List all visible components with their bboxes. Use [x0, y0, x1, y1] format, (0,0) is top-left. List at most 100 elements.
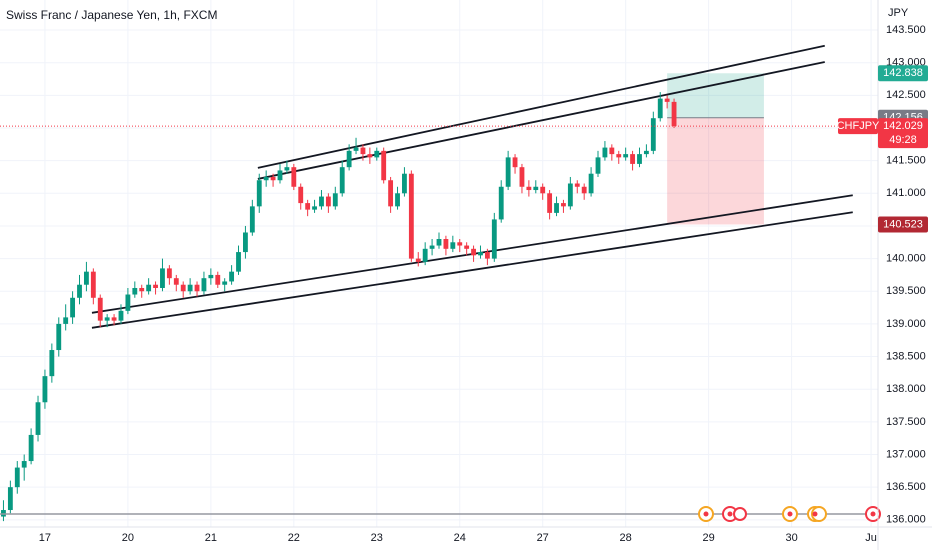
x-tick-label: 29: [702, 532, 714, 544]
candle-body: [256, 180, 262, 207]
candle-body: [512, 157, 518, 168]
candle-body: [353, 147, 359, 151]
candle-body: [554, 203, 559, 213]
candle-body: [609, 147, 615, 155]
candle-body: [208, 274, 214, 279]
candle-body: [118, 310, 124, 321]
x-tick-label: 17: [39, 532, 51, 544]
y-tick-label: 140.000: [886, 253, 926, 265]
candle-body: [484, 252, 490, 259]
candle-body: [630, 154, 635, 164]
candle-body: [160, 268, 165, 288]
candle-body: [201, 278, 207, 292]
price-label: 142.029: [883, 120, 923, 132]
candle-body: [284, 167, 290, 171]
candle-body: [270, 176, 276, 181]
price-label-box: [878, 65, 928, 82]
candle-body: [243, 232, 248, 253]
candle-body: [125, 294, 131, 311]
candle-body: [623, 154, 629, 158]
candle-body: [505, 157, 511, 187]
y-tick-label: 141.500: [886, 155, 926, 167]
candle-body: [35, 402, 41, 435]
chart-title: Swiss Franc / Japanese Yen, 1h, FXCM: [6, 8, 217, 22]
price-label: 142.838: [883, 67, 923, 79]
candle-body: [312, 206, 317, 210]
candle-body: [187, 284, 193, 292]
candle-body: [90, 271, 96, 298]
loss-zone: [667, 117, 764, 225]
candle-body: [104, 317, 110, 321]
candle-body: [450, 242, 456, 249]
candle-body: [194, 284, 200, 292]
candle-body: [249, 206, 255, 233]
candle-body: [298, 186, 304, 204]
x-tick-label: Ju: [865, 532, 877, 544]
candle-body: [567, 183, 573, 207]
candle-body: [83, 271, 89, 285]
y-tick-label: 143.500: [886, 24, 926, 36]
candle-body: [70, 297, 76, 318]
candle-body: [14, 467, 20, 488]
candle-body: [63, 317, 69, 324]
candle-body: [222, 281, 228, 285]
candle-body: [263, 176, 269, 181]
candle-body: [139, 287, 145, 292]
candle-body: [547, 193, 553, 213]
candle-body: [574, 183, 580, 187]
y-tick-label: 139.500: [886, 285, 926, 297]
currency-label: JPY: [888, 7, 909, 19]
y-tick-label: 137.500: [886, 416, 926, 428]
trendline: [257, 61, 825, 180]
candle-body: [28, 434, 34, 462]
price-label: 140.523: [883, 218, 923, 230]
candle-body: [346, 150, 352, 168]
countdown: 49:28: [889, 134, 917, 146]
candle-body: [533, 186, 539, 191]
candle-body: [526, 186, 532, 191]
event-icons[interactable]: [698, 506, 881, 522]
candle-body: [498, 186, 504, 220]
candle-body: [277, 170, 283, 181]
x-tick-label: 22: [288, 532, 300, 544]
candle-body: [146, 284, 152, 292]
y-tick-label: 138.000: [886, 383, 926, 395]
candle-body: [519, 167, 525, 187]
y-tick-label: 142.500: [886, 89, 926, 101]
candle-body: [166, 268, 172, 279]
candle-body: [339, 167, 345, 194]
price-label-box: [878, 216, 928, 233]
candle-body: [236, 252, 241, 272]
y-tick-label: 141.000: [886, 187, 926, 199]
candle-body: [77, 284, 82, 298]
candle-body: [332, 193, 338, 207]
candle-body: [637, 154, 642, 164]
candle-body: [291, 167, 297, 187]
symbol-label: CHFJPY: [837, 120, 880, 132]
candle-body: [374, 150, 380, 158]
candle-body: [457, 242, 463, 246]
candle-body: [360, 147, 366, 155]
candle-body: [42, 376, 48, 403]
candle-body: [111, 317, 117, 321]
candle-body: [408, 173, 414, 259]
candle-body: [650, 118, 656, 151]
candle-body: [443, 239, 449, 249]
candle-body: [402, 173, 407, 194]
y-tick-label: 137.000: [886, 448, 926, 460]
candle-body: [581, 186, 587, 194]
candle-body: [671, 101, 677, 127]
trendline: [257, 44, 825, 169]
candle-body: [97, 297, 103, 321]
candle-body: [588, 173, 594, 194]
candle-body: [325, 196, 331, 207]
profit-zone: [667, 73, 764, 118]
trendline: [91, 211, 853, 329]
candle-body: [657, 98, 663, 119]
candle-body: [491, 219, 497, 259]
candle-body: [305, 203, 311, 210]
candle-body: [319, 196, 324, 207]
candle-body: [540, 186, 546, 194]
candle-body: [153, 284, 158, 288]
